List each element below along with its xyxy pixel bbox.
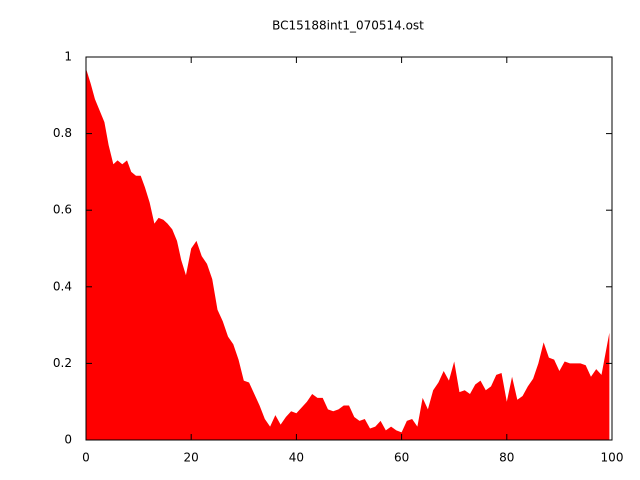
plot-border <box>85 56 613 441</box>
y-tick-label: 0.6 <box>53 203 72 217</box>
y-tick-label: 1 <box>64 50 72 64</box>
chart-title: BC15188int1_070514.ost <box>272 19 424 33</box>
x-tick-label: 80 <box>499 451 514 465</box>
y-tick-label: 0.2 <box>53 356 72 370</box>
x-tick-label: 40 <box>289 451 304 465</box>
y-tick-label: 0.4 <box>53 279 72 293</box>
y-tick-label: 0 <box>64 433 72 447</box>
y-tick-label: 0.8 <box>53 126 72 140</box>
area <box>86 68 610 441</box>
x-tick-label: 100 <box>601 451 624 465</box>
x-tick-label: 0 <box>82 451 90 465</box>
x-tick-label: 20 <box>184 451 199 465</box>
x-tick-label: 60 <box>394 451 409 465</box>
